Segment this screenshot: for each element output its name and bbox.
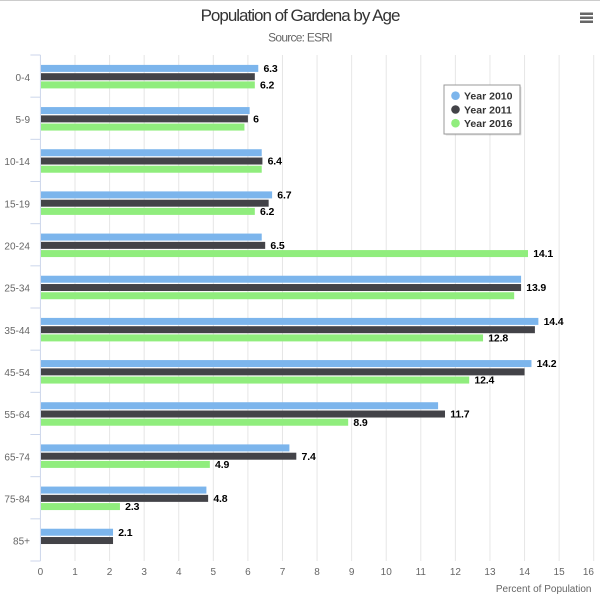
svg-text:0-4: 0-4 [16,73,31,84]
svg-text:0: 0 [38,567,44,578]
svg-text:65-74: 65-74 [4,452,30,463]
svg-text:5-9: 5-9 [16,115,31,126]
svg-text:55-64: 55-64 [4,410,30,421]
svg-text:4.9: 4.9 [215,459,229,471]
svg-text:4: 4 [176,567,182,578]
svg-text:6.2: 6.2 [260,80,274,92]
svg-text:2: 2 [107,567,113,578]
svg-text:4.8: 4.8 [213,493,227,505]
svg-text:15-19: 15-19 [4,199,30,210]
svg-text:12.8: 12.8 [488,333,508,345]
svg-text:Year 2016: Year 2016 [464,118,513,130]
svg-text:12.4: 12.4 [474,375,494,387]
svg-text:10-14: 10-14 [4,157,30,168]
svg-text:Source: ESRI: Source: ESRI [268,31,332,45]
svg-text:14.4: 14.4 [544,316,564,328]
svg-text:20-24: 20-24 [4,242,30,253]
svg-text:45-54: 45-54 [4,368,30,379]
svg-text:15: 15 [554,567,566,578]
svg-text:25-34: 25-34 [4,284,30,295]
svg-text:Year 2011: Year 2011 [464,104,512,116]
svg-text:11: 11 [416,567,427,578]
svg-text:13.9: 13.9 [526,282,546,294]
svg-text:6.4: 6.4 [268,156,282,168]
svg-text:6.3: 6.3 [263,63,277,75]
svg-text:7: 7 [280,567,286,578]
svg-text:16: 16 [583,567,595,578]
svg-text:6.7: 6.7 [277,190,291,202]
svg-text:6: 6 [253,113,259,125]
svg-text:14: 14 [519,567,531,578]
svg-text:11.7: 11.7 [450,409,470,421]
svg-text:2.3: 2.3 [125,501,139,513]
svg-text:75-84: 75-84 [4,495,30,506]
svg-text:85+: 85+ [13,537,30,548]
svg-text:8: 8 [314,567,320,578]
svg-text:Population of Gardena by Age: Population of Gardena by Age [201,6,400,25]
svg-text:6.2: 6.2 [260,206,274,218]
svg-text:10: 10 [381,567,393,578]
svg-text:3: 3 [141,567,147,578]
svg-text:14.2: 14.2 [537,358,557,370]
svg-text:6: 6 [245,567,251,578]
svg-text:5: 5 [211,567,217,578]
svg-text:Year 2010: Year 2010 [464,91,513,103]
svg-text:35-44: 35-44 [4,326,30,337]
svg-text:14.1: 14.1 [533,248,553,260]
svg-text:8.9: 8.9 [353,417,367,429]
svg-text:13: 13 [484,567,496,578]
svg-text:7.4: 7.4 [302,451,316,463]
svg-text:9: 9 [349,567,355,578]
svg-text:6.5: 6.5 [270,240,284,252]
svg-text:2.1: 2.1 [118,527,132,539]
svg-text:1: 1 [72,567,78,578]
svg-text:12: 12 [450,567,462,578]
svg-text:Percent of Population: Percent of Population [496,584,592,595]
